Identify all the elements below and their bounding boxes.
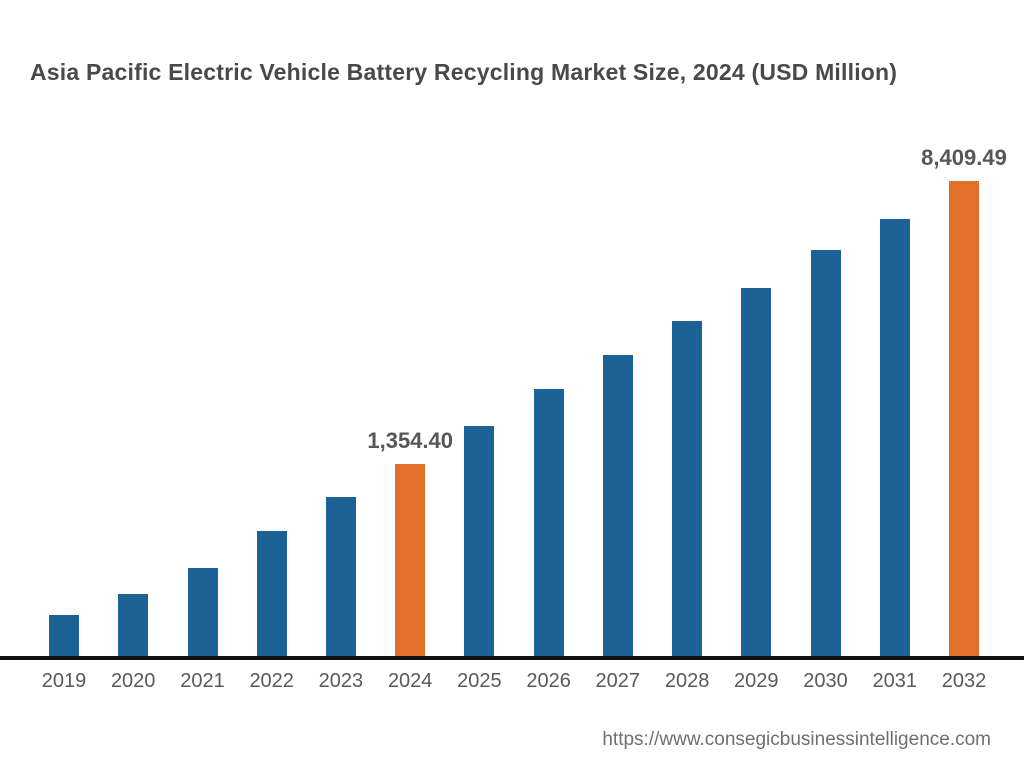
bar-2029 xyxy=(741,288,772,658)
bar-2021 xyxy=(187,568,218,658)
bar-2022 xyxy=(256,531,287,658)
x-tick-2028: 2028 xyxy=(664,670,710,692)
x-tick-2032: 2032 xyxy=(941,670,987,692)
bar-2030 xyxy=(810,250,841,658)
bar-2031 xyxy=(879,219,910,658)
x-tick-2024: 2024 xyxy=(387,670,433,692)
bar-2027 xyxy=(602,355,633,658)
bar-2020 xyxy=(118,594,149,658)
x-tick-2025: 2025 xyxy=(457,670,502,692)
bar-2019 xyxy=(49,615,79,658)
source-url: https://www.consegicbusinessintelligence… xyxy=(602,729,991,750)
x-tick-2026: 2026 xyxy=(526,670,571,692)
bar-2023 xyxy=(325,497,356,658)
x-tick-2031: 2031 xyxy=(872,670,918,692)
x-axis-line xyxy=(0,656,1024,660)
x-tick-2029: 2029 xyxy=(734,670,779,692)
value-label-2024: 1,354.40 xyxy=(367,428,453,453)
bar-2032 xyxy=(949,181,979,658)
bar-2024 xyxy=(395,464,426,658)
x-tick-2023: 2023 xyxy=(318,670,364,692)
x-tick-2030: 2030 xyxy=(803,670,848,692)
x-tick-2019: 2019 xyxy=(41,670,87,692)
chart-title: Asia Pacific Electric Vehicle Battery Re… xyxy=(30,59,898,85)
bar-2026 xyxy=(533,389,564,658)
x-tick-2020: 2020 xyxy=(110,670,156,692)
x-tick-2027: 2027 xyxy=(595,670,641,692)
bar-2028 xyxy=(672,321,703,658)
value-label-2032: 8,409.49 xyxy=(921,145,1007,170)
x-tick-2022: 2022 xyxy=(249,670,294,692)
x-tick-2021: 2021 xyxy=(180,670,225,692)
bar-2025 xyxy=(464,426,495,658)
